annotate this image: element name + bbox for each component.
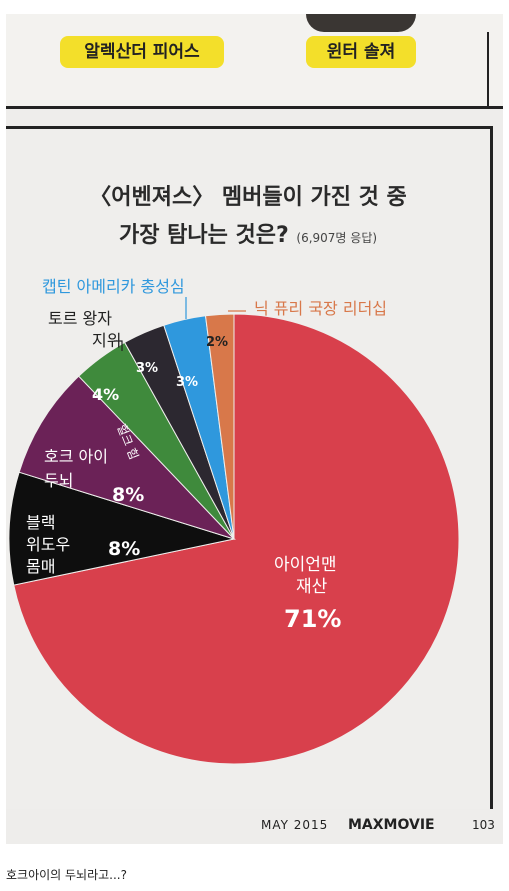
pct-captain-america: 3% bbox=[176, 375, 199, 390]
label-ironman-line1: 아이언맨 bbox=[274, 555, 337, 575]
pct-hulk: 4% bbox=[92, 385, 120, 404]
page-number: 103 bbox=[472, 818, 495, 832]
top-panel: 알렉산더 피어스 윈터 솔져 bbox=[6, 14, 503, 109]
label-hawkeye-line2: 두뇌 bbox=[44, 471, 74, 490]
panel-border bbox=[487, 32, 489, 106]
pie-chart bbox=[8, 297, 460, 765]
chart-title: 〈어벤져스〉 멤버들이 가진 것 중 bbox=[89, 185, 407, 210]
pie-slice-2 bbox=[18, 375, 236, 541]
pct-ironman: 71% bbox=[284, 605, 342, 633]
character-portrait bbox=[306, 14, 416, 32]
label-thor-line1: 토르 왕자 bbox=[48, 309, 112, 328]
leader-lines bbox=[114, 297, 246, 351]
chart-subtitle: 가장 탐나는 것은? bbox=[118, 223, 289, 248]
pct-thor: 3% bbox=[136, 361, 159, 376]
label-widow-line2: 위도우 bbox=[26, 535, 71, 554]
label-ironman-line2: 재산 bbox=[296, 577, 328, 597]
chart-panel: 〈어벤져스〉 멤버들이 가진 것 중 가장 탐나는 것은? (6,907명 응답… bbox=[6, 126, 493, 809]
pct-widow: 8% bbox=[108, 538, 141, 560]
pie-slice-0 bbox=[13, 313, 460, 765]
respondents-count: (6,907명 응답) bbox=[296, 231, 378, 245]
label-captain-america: 캡틴 아메리카 충성심 bbox=[42, 277, 185, 296]
chart-subtitle-line: 가장 탐나는 것은? (6,907명 응답) bbox=[6, 217, 490, 249]
issue-month: MAY 2015 bbox=[261, 818, 329, 832]
pie-slice-1 bbox=[8, 471, 236, 586]
name-tag-pierce: 알렉산더 피어스 bbox=[60, 36, 224, 68]
leader-thor bbox=[114, 340, 123, 351]
magazine-photo: 알렉산더 피어스 윈터 솔져 〈어벤져스〉 멤버들이 가진 것 중 가장 탐나는… bbox=[6, 14, 503, 844]
label-widow-line3: 몸매 bbox=[26, 557, 56, 576]
label-thor-line2: 지위 bbox=[92, 331, 122, 350]
post-caption: 호크아이의 두뇌라고...? bbox=[6, 868, 127, 882]
label-widow-line1: 블랙 bbox=[26, 513, 56, 532]
name-tag-winter-soldier: 윈터 솔져 bbox=[306, 36, 416, 68]
pct-hawkeye: 8% bbox=[112, 484, 145, 506]
magazine-brand: MAXMOVIE bbox=[348, 817, 435, 833]
label-hawkeye-line1: 호크 아이 bbox=[44, 447, 108, 466]
pct-nick-fury: 2% bbox=[206, 335, 229, 350]
label-nick-fury: 닉 퓨리 국장 리더십 bbox=[254, 299, 388, 318]
pie-slice-6 bbox=[204, 313, 235, 540]
pie-slices bbox=[8, 313, 460, 765]
